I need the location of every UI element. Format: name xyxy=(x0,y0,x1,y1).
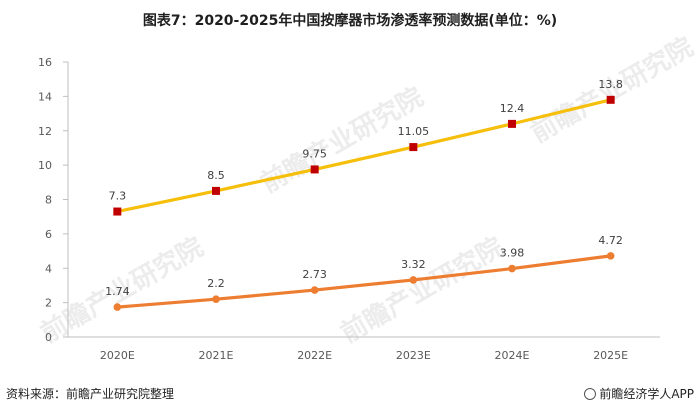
data-label: 4.72 xyxy=(598,234,623,247)
x-tick-label: 2023E xyxy=(396,349,431,362)
series-layer: 7.3 8.5 9.75 11.05 12.4 13.8 1.74 2.2 2.73 3.32 3.… xyxy=(105,78,623,311)
data-label: 3.98 xyxy=(500,247,525,260)
data-label: 9.75 xyxy=(302,147,327,160)
y-tick-label: 8 xyxy=(45,194,52,207)
x-tick-label: 2021E xyxy=(199,349,234,362)
data-point xyxy=(212,295,220,303)
data-point xyxy=(310,165,319,174)
brand-footer: 前瞻经济学人APP xyxy=(584,385,694,402)
data-point xyxy=(113,303,122,311)
data-label: 11.05 xyxy=(398,125,430,138)
y-tick-label: 4 xyxy=(45,262,52,275)
data-point xyxy=(606,252,615,260)
y-tick-label: 12 xyxy=(38,125,52,138)
x-tick-label: 2025E xyxy=(593,349,628,362)
y-tick-label: 16 xyxy=(38,56,52,69)
data-point xyxy=(113,207,122,216)
x-tick-label: 2022E xyxy=(297,349,332,362)
data-label: 2.2 xyxy=(207,277,225,290)
y-tick-label: 10 xyxy=(38,159,52,172)
data-label: 8.5 xyxy=(207,169,225,182)
data-point xyxy=(409,143,418,152)
x-tick-label: 2020E xyxy=(100,349,135,362)
data-point xyxy=(508,119,516,128)
source-note: 资料来源：前瞻产业研究院整理 xyxy=(6,387,175,401)
x-tick-label: 2024E xyxy=(495,349,530,362)
chart-title: 图表7：2020-2025年中国按摩器市场渗透率预测数据(单位：%) xyxy=(142,13,558,29)
series-line xyxy=(117,98,612,214)
y-axis: 0 2 4 6 8 10 12 14 16 xyxy=(38,56,69,344)
data-point xyxy=(409,276,418,284)
data-label: 3.32 xyxy=(401,258,426,271)
data-point xyxy=(212,186,220,195)
y-tick-label: 6 xyxy=(45,228,52,241)
y-tick-label: 2 xyxy=(45,297,52,310)
data-label: 1.74 xyxy=(105,285,130,298)
data-label: 2.73 xyxy=(302,268,327,281)
y-tick-label: 0 xyxy=(45,331,52,344)
brand-name: 前瞻经济学人APP xyxy=(599,387,694,401)
data-label: 7.3 xyxy=(109,190,127,203)
x-axis: 2020E 2021E 2022E 2023E 2024E 2025E xyxy=(68,336,660,362)
data-point xyxy=(310,286,319,294)
data-point xyxy=(606,95,615,104)
brand-logo-icon xyxy=(584,388,597,400)
data-label: 12.4 xyxy=(500,102,525,115)
data-label: 13.8 xyxy=(598,78,623,91)
series-line xyxy=(117,254,611,309)
y-tick-label: 14 xyxy=(38,90,52,103)
data-point xyxy=(508,264,516,273)
